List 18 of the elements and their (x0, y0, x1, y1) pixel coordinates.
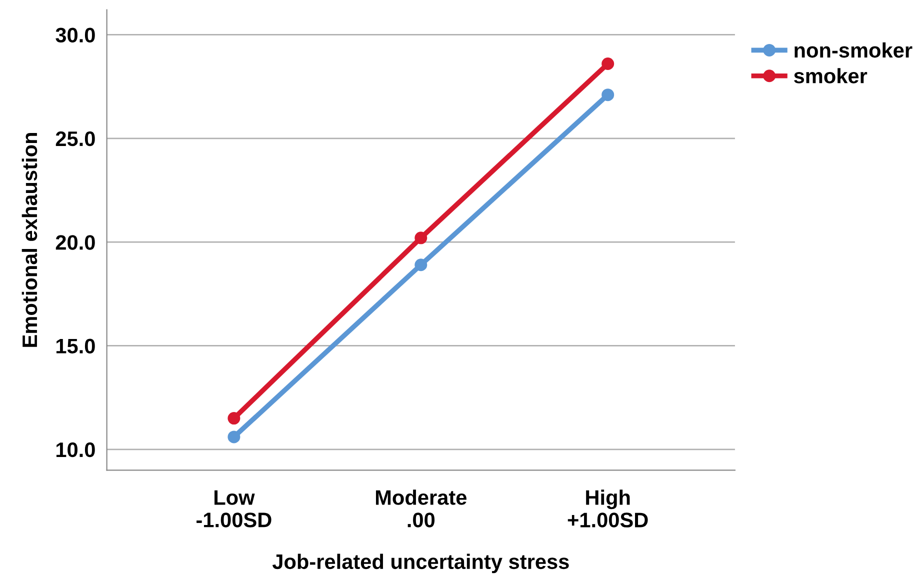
x-tick-label: Moderate .00 (376, 490, 466, 528)
legend-label: non-smoker (794, 42, 912, 58)
point (228, 430, 240, 444)
point (602, 88, 614, 102)
y-tick-label: 10.0 (56, 442, 95, 458)
x-tick-label: Low -1.00SD (196, 490, 272, 528)
point (602, 58, 614, 70)
point (414, 258, 428, 272)
point (414, 232, 428, 244)
y-tick-label: 15.0 (56, 338, 95, 354)
x-axis-title: Job-related uncertainty stress (272, 554, 569, 574)
y-tick-label: 25.0 (56, 131, 95, 146)
y-tick-label: 30.0 (56, 28, 95, 43)
x-tick-label: High +1.00SD (568, 490, 648, 528)
legend-label: smoker (794, 68, 868, 84)
y-axis-title: Emotional exhaustion (22, 133, 38, 347)
point (228, 412, 240, 425)
y-tick-label: 20.0 (56, 235, 95, 250)
